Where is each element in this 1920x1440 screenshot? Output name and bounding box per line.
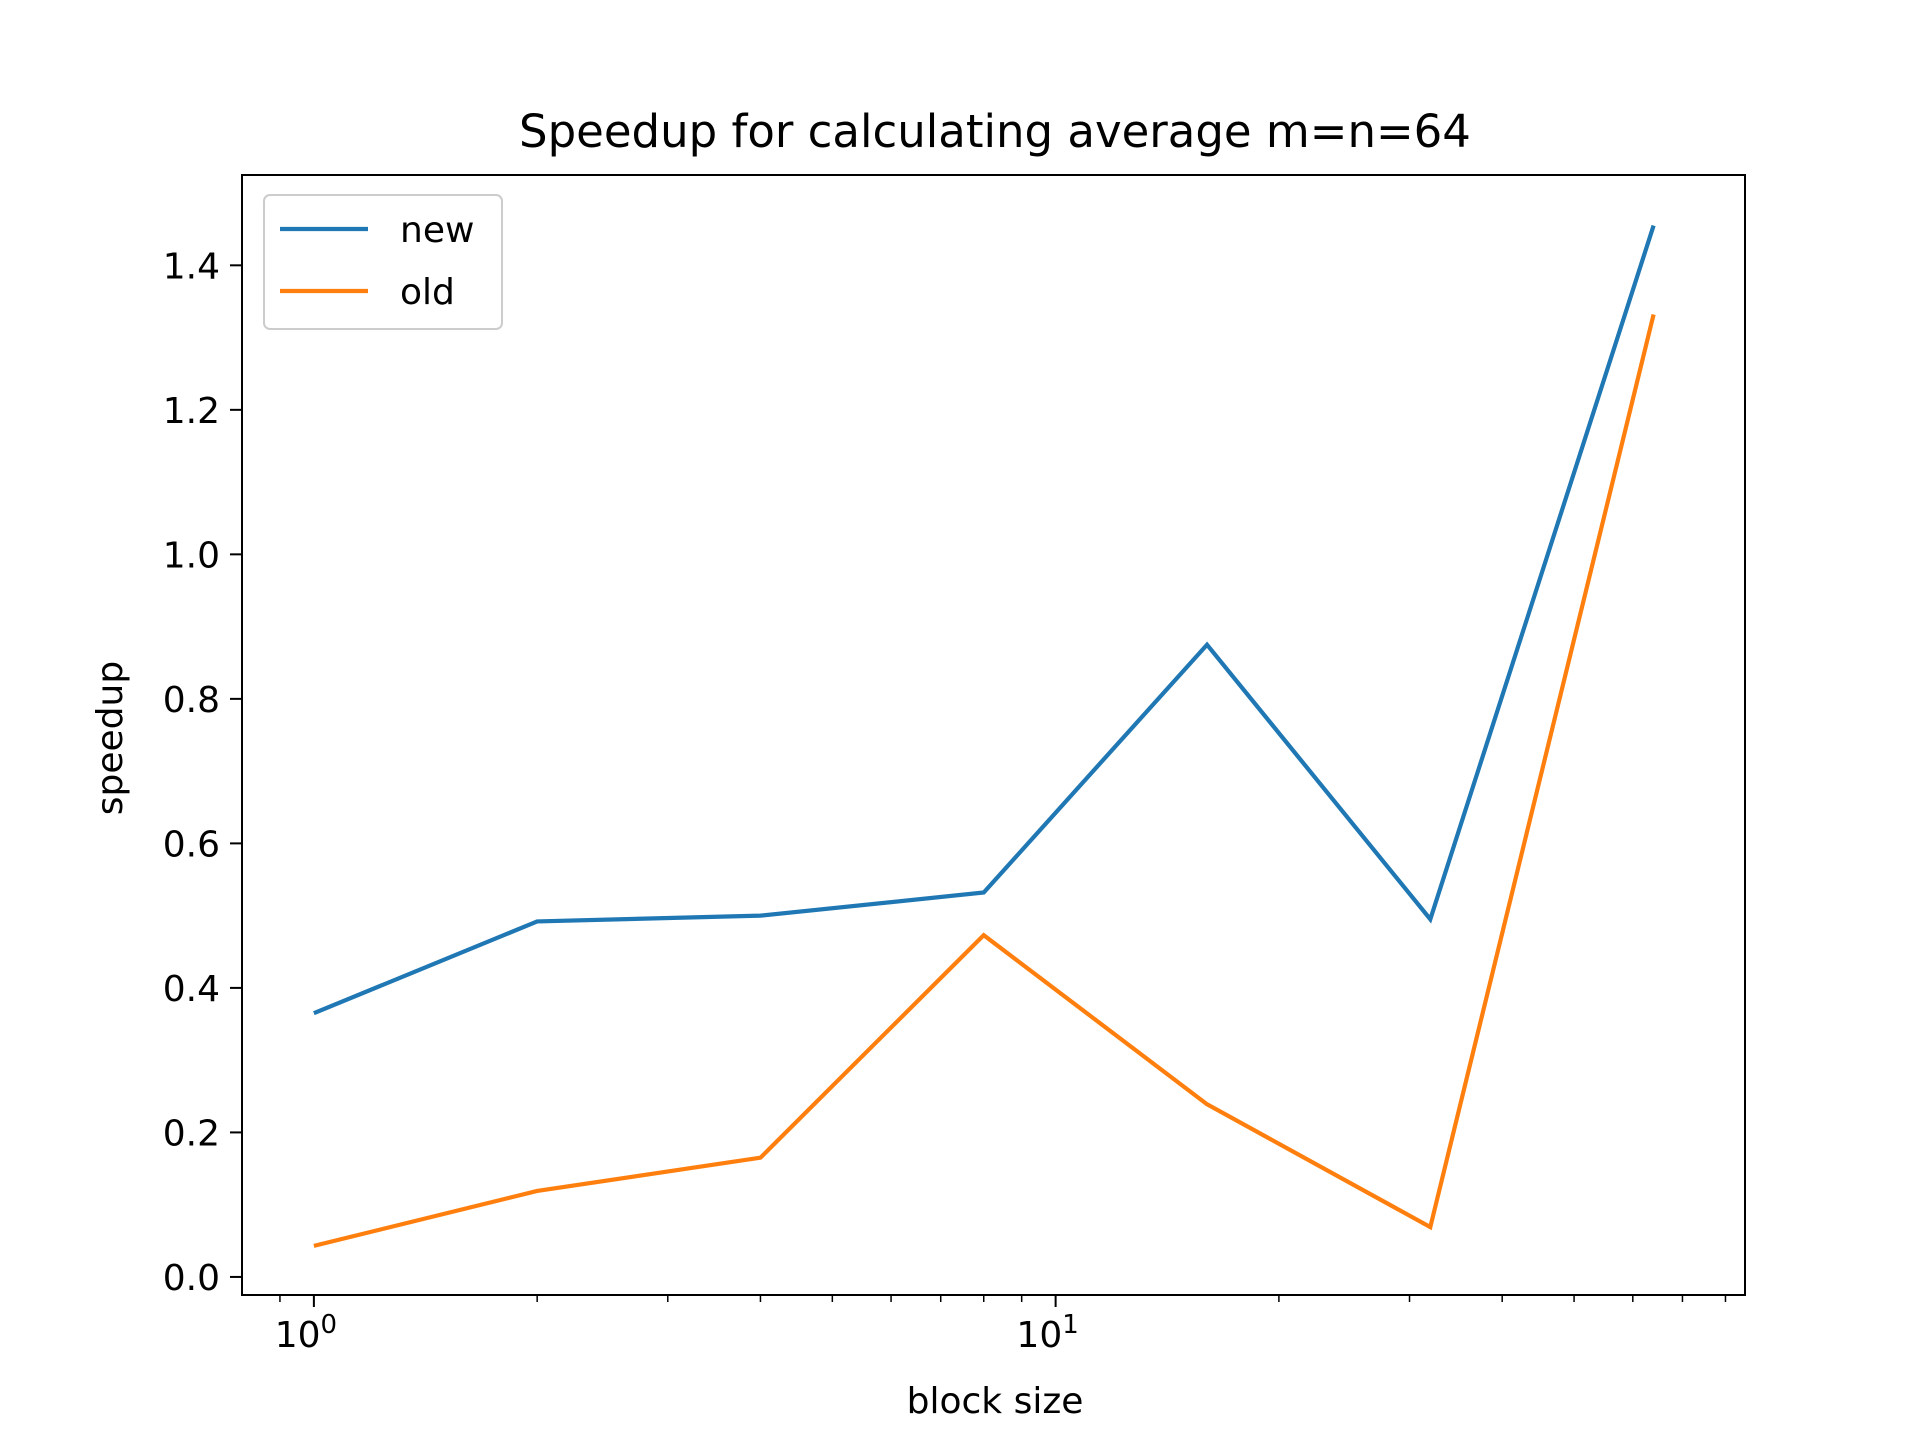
y-tick-label: 0.8 xyxy=(163,680,220,721)
series-line-old xyxy=(313,313,1656,1248)
x-tick-label: 100 xyxy=(275,1310,337,1356)
x-tick-base: 10 xyxy=(1016,1315,1062,1356)
legend-label-old: old xyxy=(400,272,455,313)
chart-title: Speedup for calculating average m=n=64 xyxy=(519,105,1471,158)
y-tick-label: 1.2 xyxy=(163,391,220,432)
plot-area xyxy=(241,174,1746,1296)
y-tick-label: 0.0 xyxy=(163,1258,220,1299)
y-axis: 0.0 0.2 0.4 0.6 0.8 1.0 1.2 1.4 xyxy=(163,246,242,1299)
x-tick-exponent: 0 xyxy=(321,1310,338,1340)
plot-frame xyxy=(241,174,1746,1296)
y-tick-label: 0.6 xyxy=(163,824,220,865)
x-axis-label: block size xyxy=(907,1381,1084,1422)
y-tick-label: 0.2 xyxy=(163,1113,220,1154)
y-tick-label: 1.4 xyxy=(163,246,220,287)
x-tick-base: 10 xyxy=(275,1315,321,1356)
x-tick-label: 101 xyxy=(1016,1310,1078,1356)
y-tick-label: 0.4 xyxy=(163,969,220,1010)
y-tick-label: 1.0 xyxy=(163,535,220,576)
x-axis: 100 101 xyxy=(275,1295,1727,1356)
x-tick-exponent: 1 xyxy=(1062,1310,1079,1340)
legend-label-new: new xyxy=(400,210,474,251)
series-line-new xyxy=(313,224,1656,1016)
legend: new old xyxy=(263,194,503,330)
y-axis-label: speedup xyxy=(90,661,131,815)
